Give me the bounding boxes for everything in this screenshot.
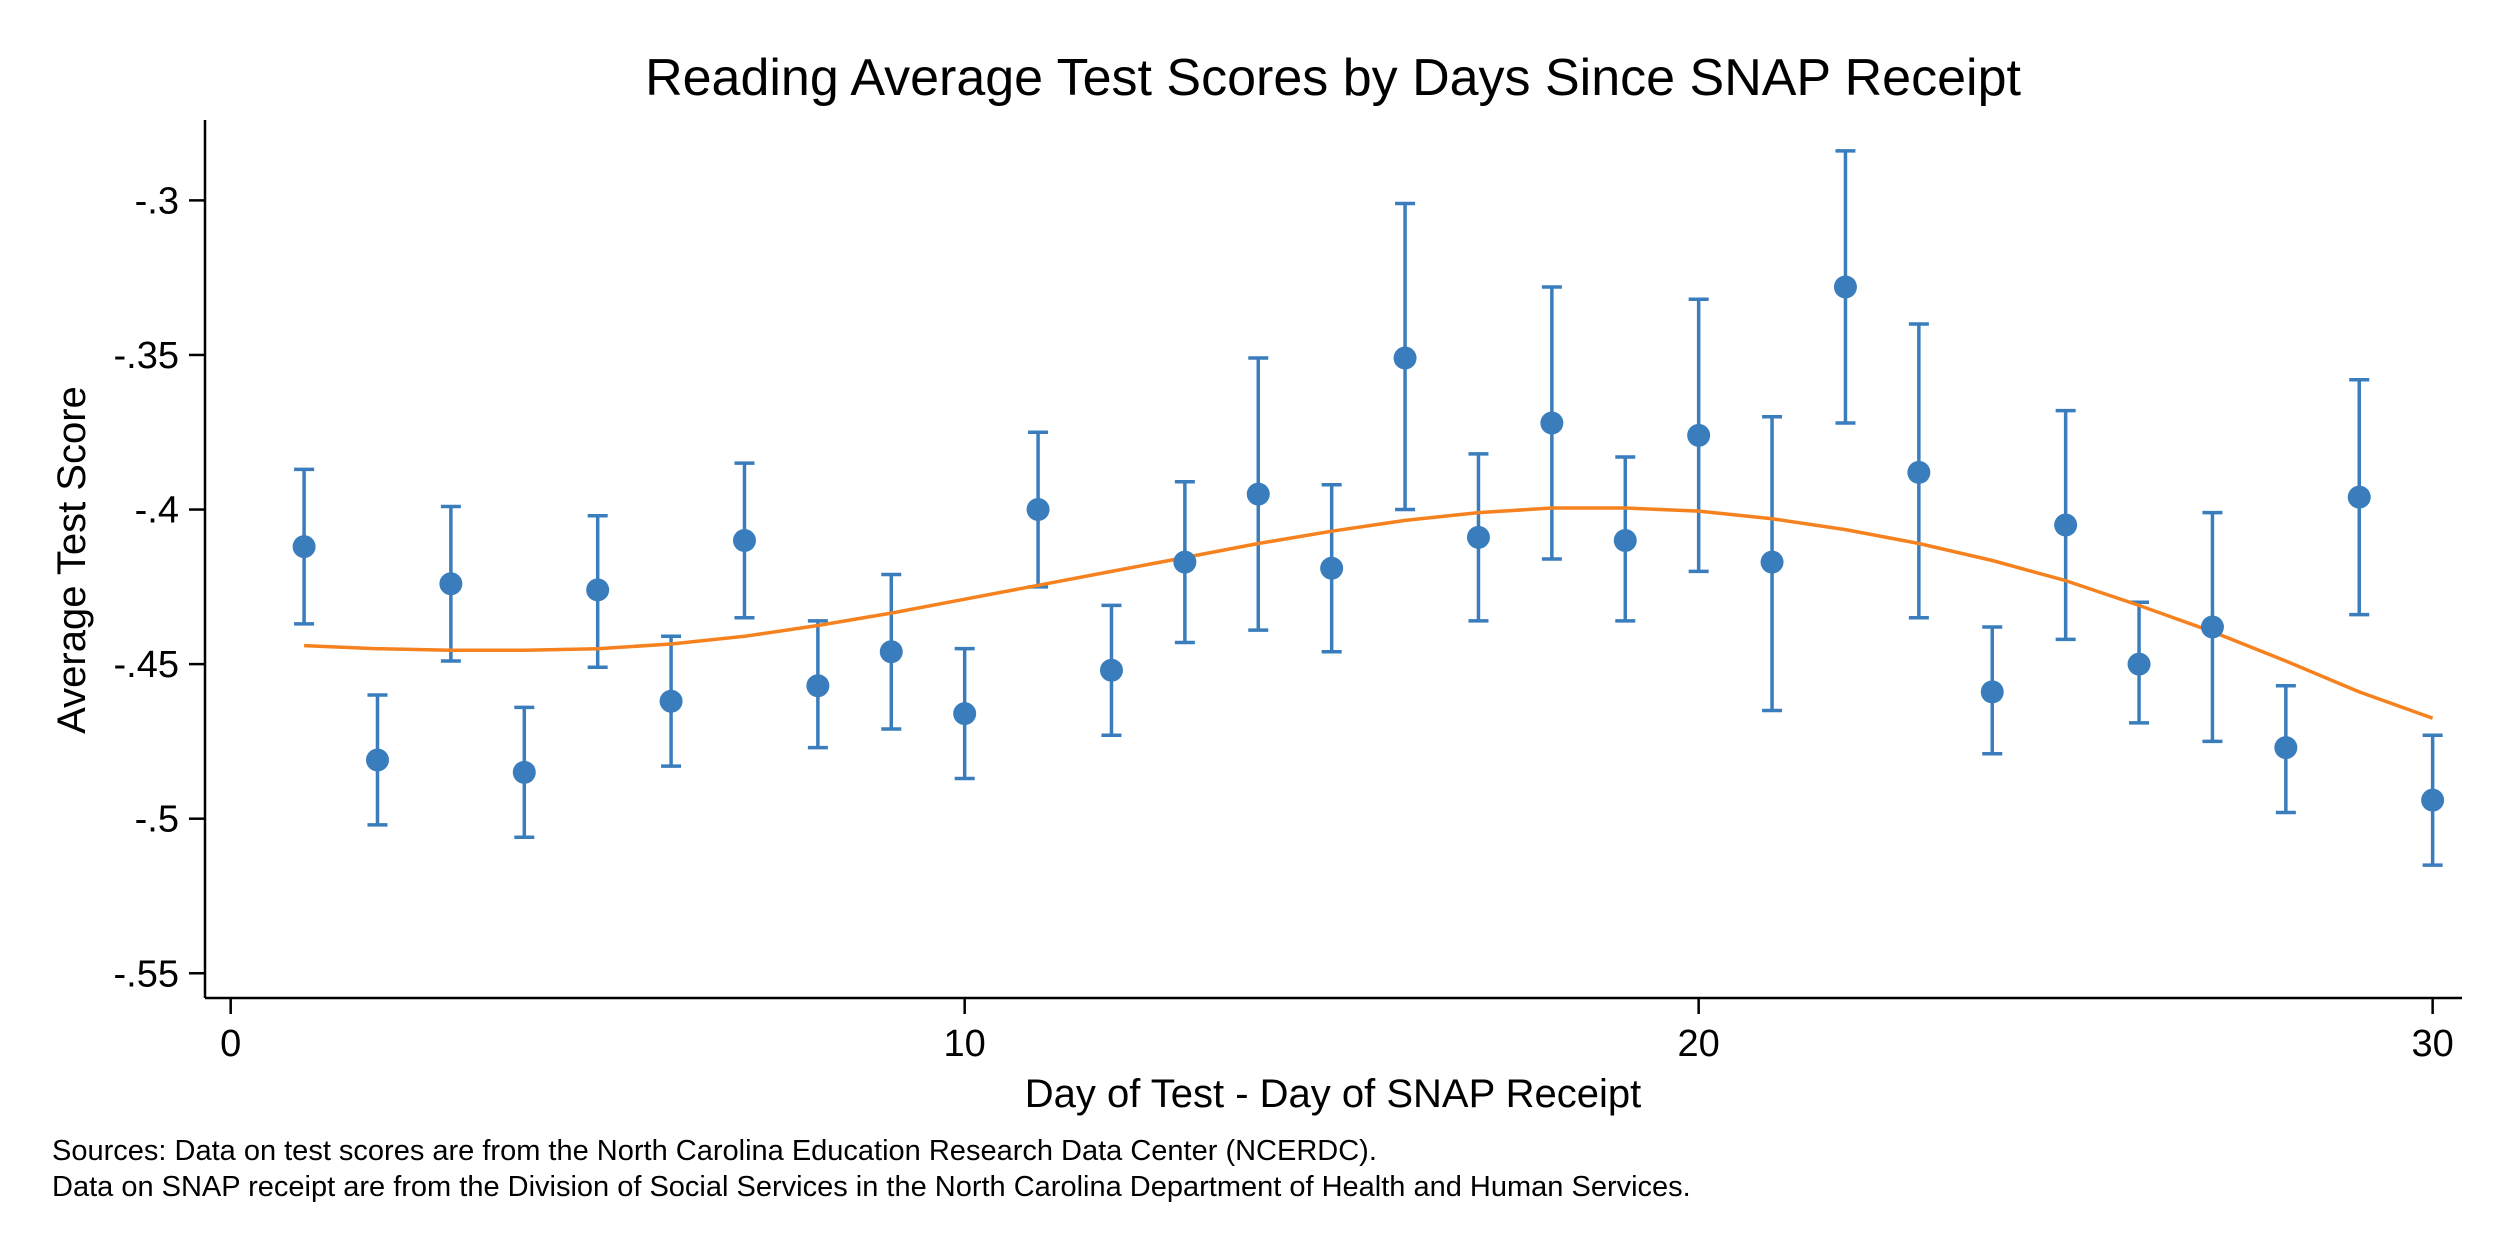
plot-area: -.3 -.35 -.4 -.45 -.5 -.55 0 10 20 30 (114, 120, 2462, 1065)
x-tick-label: 10 (944, 1023, 986, 1065)
data-point (1980, 680, 2004, 704)
data-point (1099, 658, 1123, 682)
data-point (586, 578, 610, 602)
y-tick-label: -.3 (135, 180, 179, 222)
data-point (953, 702, 977, 726)
data-point (879, 640, 903, 664)
data-point (1687, 423, 1711, 447)
source-note-1: Sources: Data on test scores are from th… (52, 1135, 1377, 1167)
y-tick-label: -.55 (114, 953, 179, 995)
data-point (1026, 498, 1050, 522)
data-point (1320, 556, 1344, 580)
y-axis-label: Average Test Score (50, 386, 94, 734)
data-point (1540, 411, 1564, 435)
source-note-2: Data on SNAP receipt are from the Divisi… (52, 1171, 1691, 1203)
data-point (365, 748, 389, 772)
data-point (439, 572, 463, 596)
fitted-line (304, 506, 2434, 720)
x-tick-label: 30 (2412, 1023, 2454, 1065)
data-point (2054, 513, 2078, 537)
data-point (2421, 788, 2445, 812)
x-axis-label: Day of Test - Day of SNAP Receipt (1025, 1072, 1642, 1116)
data-point (1173, 550, 1197, 574)
data-point (659, 689, 683, 713)
x-tick-label: 0 (220, 1023, 241, 1065)
data-point (1466, 525, 1490, 549)
data-point (2200, 615, 2224, 639)
y-tick-label: -.35 (114, 335, 179, 377)
y-tick-label: -.45 (114, 644, 179, 686)
chart-title: Reading Average Test Scores by Days Sinc… (645, 49, 2021, 107)
data-point (2127, 652, 2151, 676)
data-point (1393, 346, 1417, 370)
data-point (292, 535, 316, 559)
y-tick-label: -.5 (135, 799, 179, 841)
data-point (1833, 275, 1857, 299)
data-point (2347, 485, 2371, 509)
data-point (732, 528, 756, 552)
data-point (1907, 460, 1931, 484)
y-tick-label: -.4 (135, 490, 179, 532)
data-point (806, 674, 830, 698)
data-point (512, 760, 536, 784)
data-point (2274, 736, 2298, 760)
data-point (1246, 482, 1270, 506)
x-tick-label: 20 (1678, 1023, 1720, 1065)
data-point (1613, 528, 1637, 552)
data-point (1760, 550, 1784, 574)
